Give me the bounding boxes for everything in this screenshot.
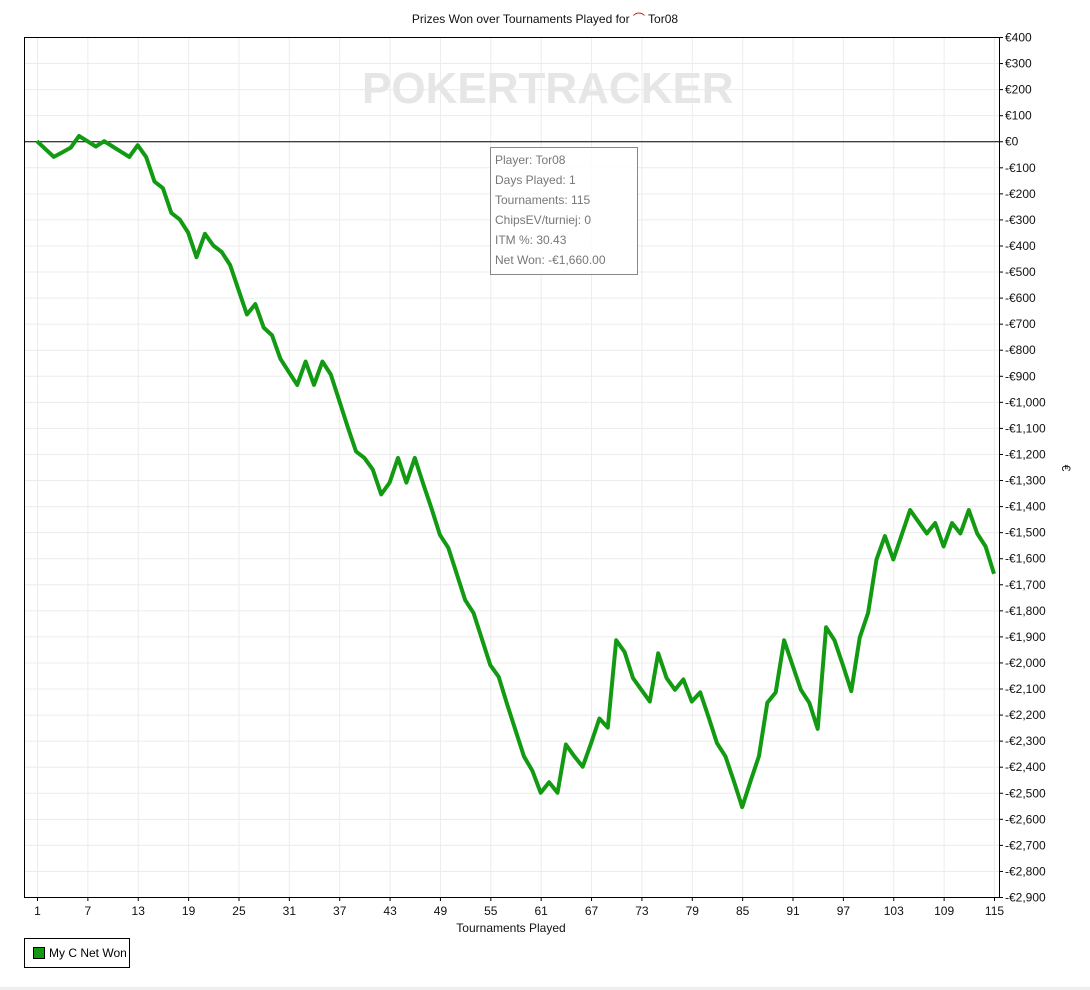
x-tick-label: 91: [786, 904, 800, 918]
y-tick-label: -€1,200: [1005, 447, 1046, 461]
y-tick-label: -€900: [1005, 369, 1036, 383]
legend-label: My C Net Won: [49, 946, 127, 960]
x-tick-label: 25: [232, 904, 246, 918]
tooltip-net-won: Net Won: -€1,660.00: [495, 253, 606, 267]
y-tick-label: -€100: [1005, 161, 1036, 175]
tooltip-player: Player: Tor08: [495, 153, 566, 167]
x-tick-label: 13: [132, 904, 146, 918]
y-tick-label: €400: [1005, 31, 1032, 45]
footer-divider: [0, 987, 1090, 990]
player-site-icon: ⌒: [630, 12, 648, 26]
y-tick-label: -€2,800: [1005, 864, 1046, 878]
y-tick-label: €200: [1005, 83, 1032, 97]
x-tick-label: 43: [383, 904, 397, 918]
tooltip-itm: ITM %: 30.43: [495, 233, 567, 247]
x-tick-label: 7: [85, 904, 92, 918]
x-tick-label: 97: [837, 904, 851, 918]
y-tick-label: -€1,800: [1005, 604, 1046, 618]
y-tick-label: -€2,500: [1005, 786, 1046, 800]
y-tick-label: €300: [1005, 57, 1032, 71]
x-tick-label: 109: [934, 904, 954, 918]
y-tick-label: -€1,000: [1005, 395, 1046, 409]
x-tick-label: 103: [884, 904, 904, 918]
x-tick-label: 79: [686, 904, 700, 918]
x-axis-label: Tournaments Played: [456, 921, 565, 935]
y-tick-label: -€800: [1005, 343, 1036, 357]
y-tick-label: -€1,600: [1005, 552, 1046, 566]
y-tick-label: -€2,600: [1005, 812, 1046, 826]
x-tick-label: 1: [34, 904, 41, 918]
x-tick-label: 85: [736, 904, 750, 918]
x-tick-label: 55: [484, 904, 498, 918]
y-tick-label: -€2,100: [1005, 682, 1046, 696]
y-tick-label: -€1,500: [1005, 526, 1046, 540]
legend-swatch-icon: [33, 947, 45, 959]
y-tick-label: €0: [1005, 135, 1019, 149]
y-tick-label: -€300: [1005, 213, 1036, 227]
y-tick-label: -€1,900: [1005, 630, 1046, 644]
x-tick-label: 115: [985, 904, 1004, 918]
plot-frame: [24, 37, 1000, 898]
y-tick-label: -€2,400: [1005, 760, 1046, 774]
y-tick-label: -€2,200: [1005, 708, 1046, 722]
watermark: POKERTRACKER: [362, 64, 734, 113]
series-line-my-c-net-won: [35, 134, 996, 810]
x-tick-label: 37: [333, 904, 347, 918]
y-tick-label: -€2,300: [1005, 734, 1046, 748]
y-tick-label: -€700: [1005, 317, 1036, 331]
x-tick-label: 19: [182, 904, 196, 918]
y-tick-label: -€2,700: [1005, 838, 1046, 852]
y-tick-label: -€200: [1005, 187, 1036, 201]
x-tick-label: 67: [585, 904, 599, 918]
x-tick-label: 49: [434, 904, 448, 918]
y-tick-label: -€400: [1005, 239, 1036, 253]
y-axis-label: €: [1059, 465, 1073, 472]
chart-title: Prizes Won over Tournaments Played for ⌒…: [412, 12, 678, 26]
tooltip-chipsev: ChipsEV/turniej: 0: [495, 213, 592, 227]
x-tick-label: 61: [535, 904, 549, 918]
y-tick-label: -€2,000: [1005, 656, 1046, 670]
y-tick-label: -€1,700: [1005, 578, 1046, 592]
x-tick-label: 31: [283, 904, 297, 918]
x-tick-label: 73: [635, 904, 649, 918]
y-tick-label: -€1,400: [1005, 500, 1046, 514]
tooltip: Player: Tor08 Days Played: 1 Tournaments…: [490, 147, 638, 275]
y-tick-label: -€1,300: [1005, 474, 1046, 488]
tooltip-days: Days Played: 1: [495, 173, 576, 187]
y-tick-label: -€2,900: [1005, 891, 1046, 905]
tooltip-tournaments: Tournaments: 115: [495, 193, 591, 207]
y-tick-label: €100: [1005, 109, 1032, 123]
y-tick-label: -€600: [1005, 291, 1036, 305]
legend: My C Net Won: [24, 938, 130, 968]
y-tick-label: -€500: [1005, 265, 1036, 279]
y-tick-label: -€1,100: [1005, 421, 1046, 435]
